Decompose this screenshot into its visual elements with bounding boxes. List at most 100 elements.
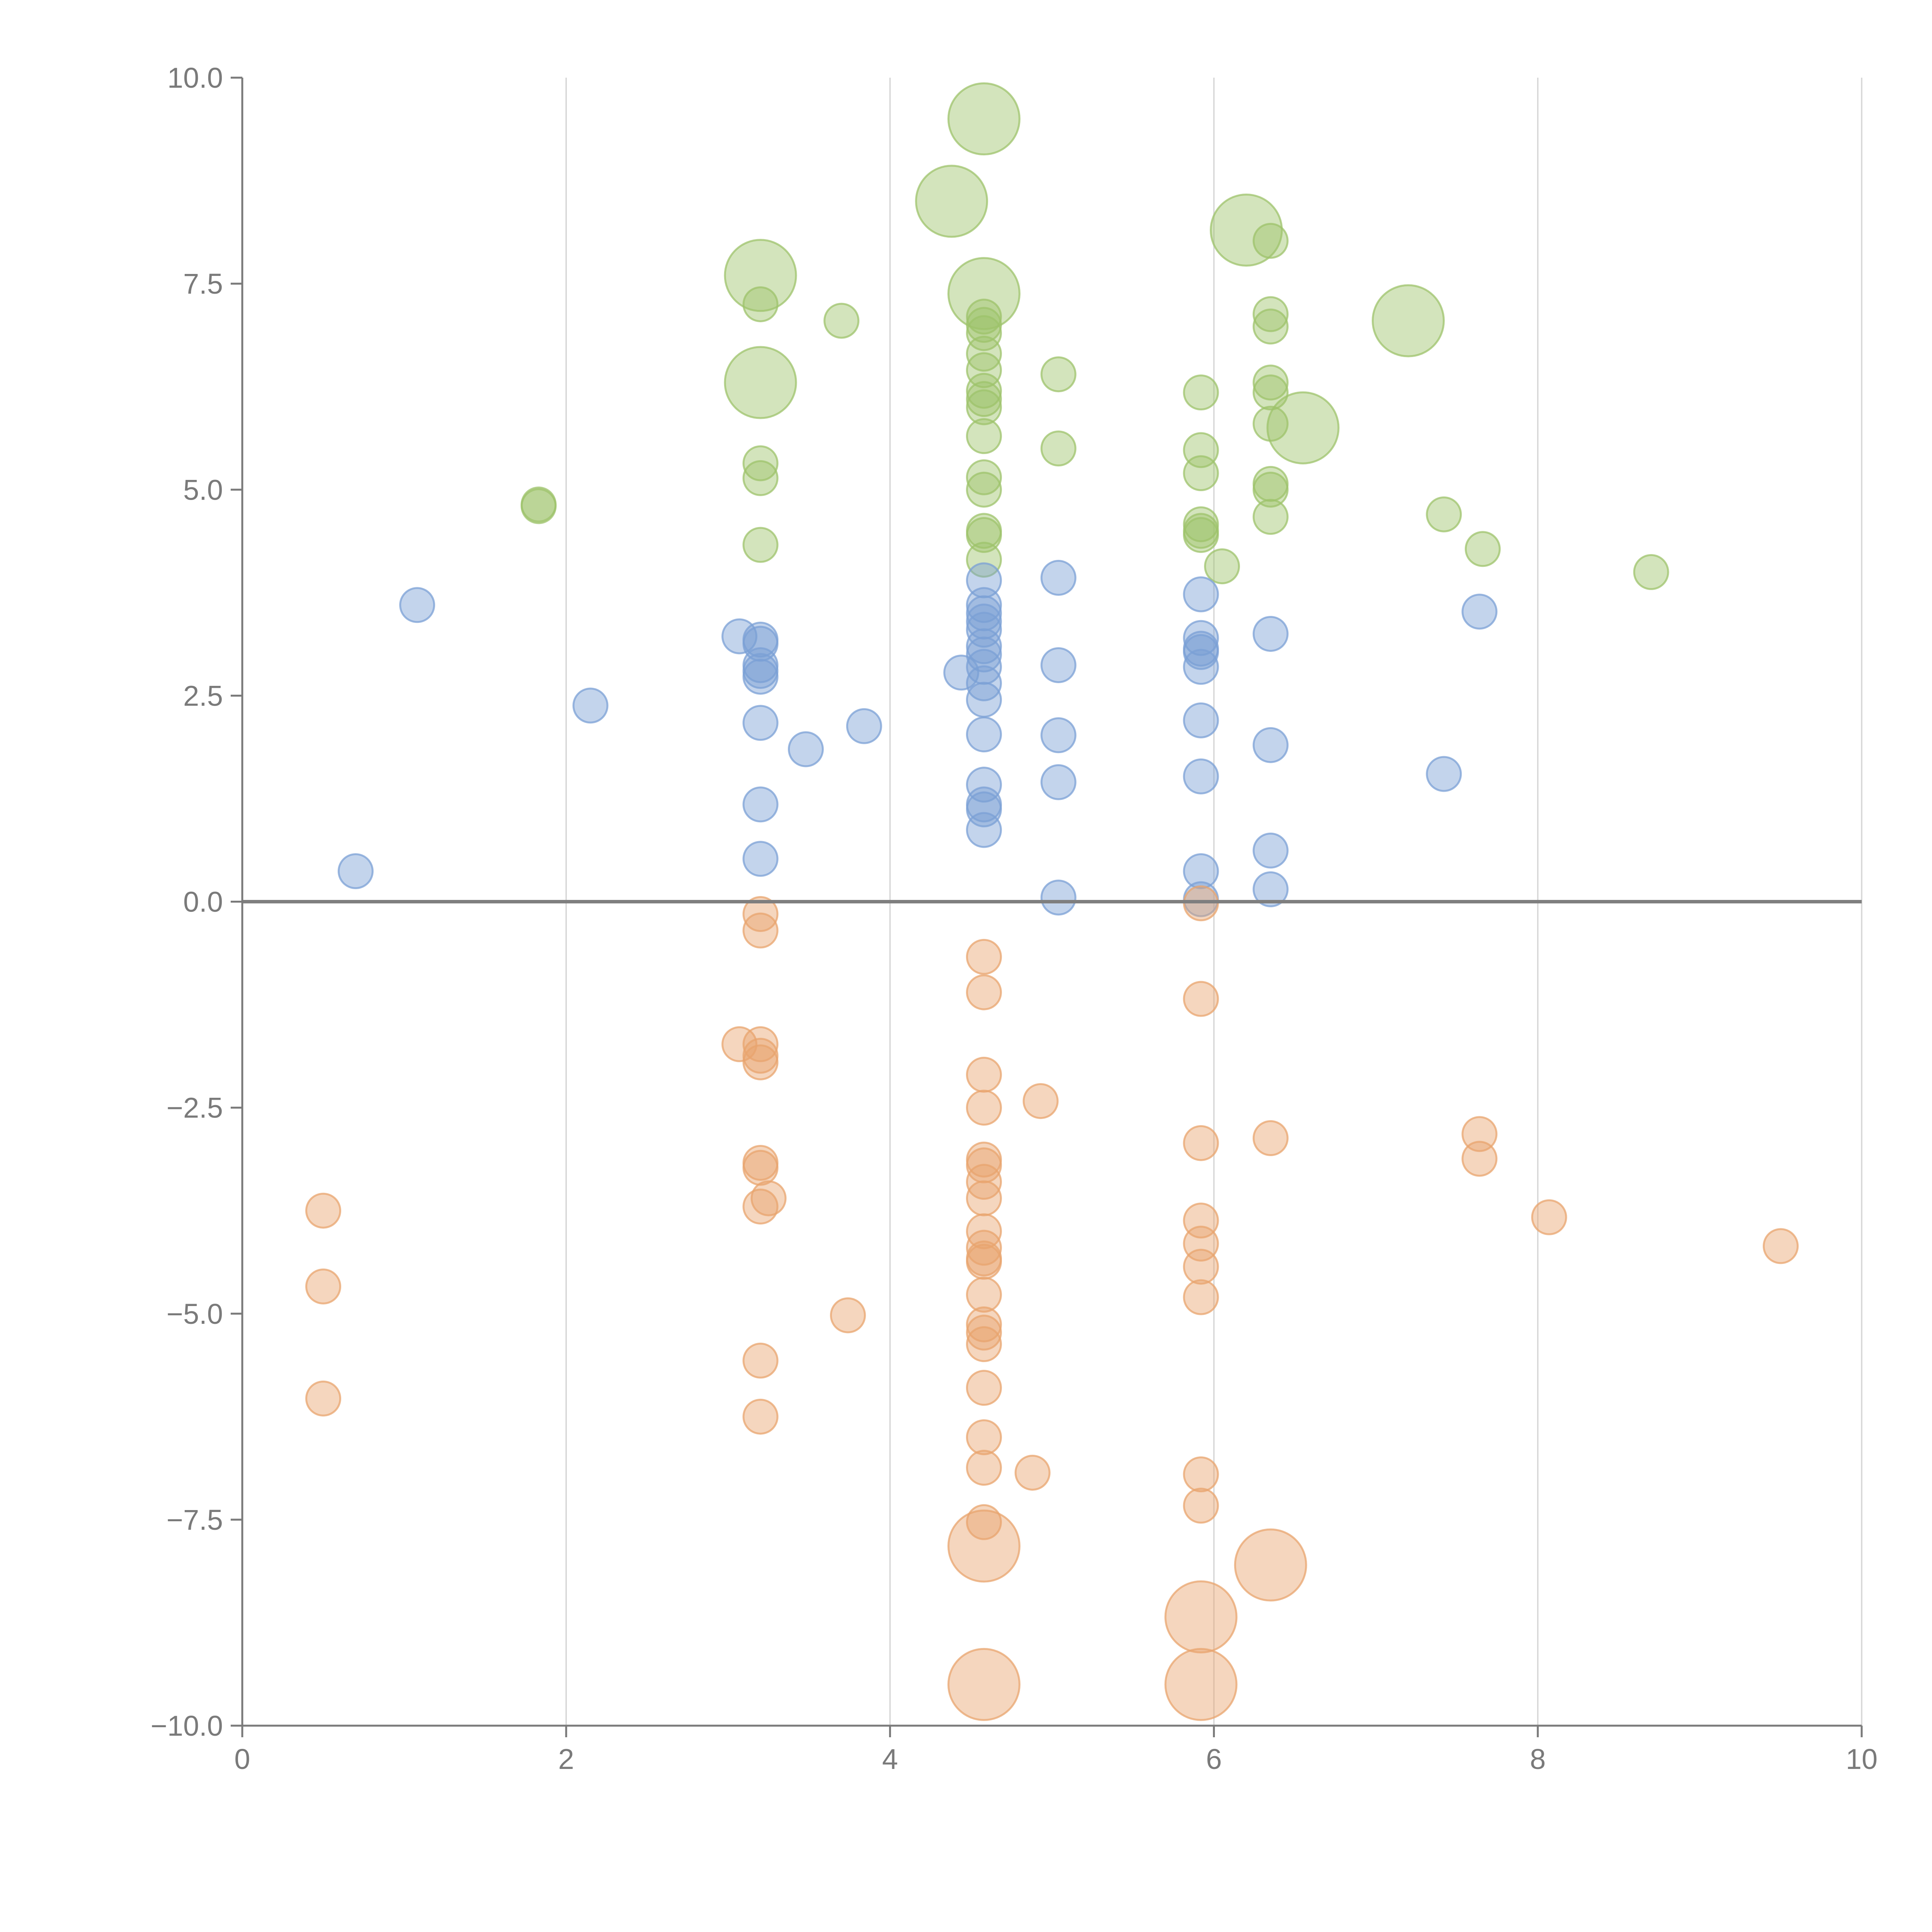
data-point bbox=[947, 257, 1020, 330]
data-point bbox=[1183, 758, 1219, 794]
data-point bbox=[1204, 548, 1240, 585]
data-point bbox=[1464, 531, 1501, 567]
data-point bbox=[742, 705, 779, 741]
data-point bbox=[1040, 430, 1077, 467]
data-point bbox=[742, 1026, 779, 1062]
data-point bbox=[1022, 1083, 1059, 1119]
data-point bbox=[966, 1180, 1002, 1216]
data-point bbox=[742, 626, 779, 662]
data-point bbox=[742, 445, 779, 481]
data-point bbox=[966, 974, 1002, 1010]
data-point bbox=[742, 1150, 779, 1186]
data-point bbox=[305, 1380, 342, 1417]
data-point bbox=[1234, 1528, 1307, 1602]
data-point bbox=[966, 542, 1002, 578]
data-point bbox=[742, 1398, 779, 1435]
data-point bbox=[520, 486, 557, 523]
data-point bbox=[1183, 981, 1219, 1017]
data-point bbox=[1040, 560, 1077, 596]
data-point bbox=[724, 239, 797, 312]
y-tick-label: 7.5 bbox=[183, 268, 223, 300]
data-point bbox=[399, 587, 435, 623]
data-point bbox=[966, 315, 1002, 351]
data-point bbox=[947, 82, 1020, 156]
data-point bbox=[966, 517, 1002, 553]
data-point bbox=[305, 1192, 342, 1229]
data-point bbox=[337, 853, 374, 889]
data-point bbox=[966, 767, 1002, 803]
data-point bbox=[742, 912, 779, 949]
data-point bbox=[572, 687, 609, 724]
data-point bbox=[966, 352, 1002, 388]
data-point bbox=[1633, 554, 1669, 590]
data-point bbox=[1461, 1141, 1498, 1177]
data-point bbox=[966, 1306, 1002, 1342]
data-point bbox=[966, 1230, 1002, 1266]
axes: −10.0 −7.5 −5.0 −2.5 0.0 2.5 5.0 7.5 10.0 0 2 4 6 8 10 bbox=[151, 62, 1878, 1775]
data-point bbox=[966, 1450, 1002, 1486]
data-point bbox=[966, 1315, 1002, 1351]
data-point bbox=[1040, 764, 1077, 800]
data-point bbox=[1252, 499, 1289, 535]
data-point bbox=[1164, 1648, 1238, 1721]
data-point bbox=[1183, 1488, 1219, 1524]
data-point bbox=[742, 841, 779, 877]
data-point bbox=[1183, 853, 1219, 889]
data-point bbox=[1040, 356, 1077, 393]
data-point bbox=[721, 1026, 758, 1062]
data-point bbox=[966, 628, 1002, 664]
data-point bbox=[966, 636, 1002, 673]
data-point bbox=[1461, 1116, 1498, 1152]
y-tick-label: −2.5 bbox=[167, 1092, 223, 1124]
data-point bbox=[915, 165, 988, 238]
data-points bbox=[305, 82, 1799, 1721]
data-point bbox=[742, 1342, 779, 1379]
data-point bbox=[1252, 296, 1289, 332]
y-tick-label: 10.0 bbox=[167, 62, 223, 94]
data-point bbox=[1183, 702, 1219, 738]
data-point bbox=[1183, 374, 1219, 411]
data-point bbox=[966, 1277, 1002, 1313]
data-point bbox=[1252, 364, 1289, 401]
data-point bbox=[305, 1268, 342, 1304]
data-point bbox=[1426, 496, 1462, 532]
data-point bbox=[1266, 391, 1340, 464]
data-point bbox=[1252, 871, 1289, 908]
data-point bbox=[966, 716, 1002, 753]
data-point bbox=[830, 1297, 866, 1333]
data-point bbox=[966, 791, 1002, 828]
data-point bbox=[966, 939, 1002, 975]
data-point bbox=[1762, 1228, 1799, 1264]
data-point bbox=[966, 603, 1002, 639]
data-point bbox=[947, 1509, 1020, 1583]
data-point bbox=[966, 1056, 1002, 1093]
data-point bbox=[1426, 756, 1462, 792]
data-point bbox=[742, 286, 779, 322]
data-point bbox=[966, 1090, 1002, 1126]
data-point bbox=[787, 731, 824, 767]
data-point bbox=[966, 682, 1002, 718]
data-point bbox=[1531, 1199, 1567, 1235]
data-point bbox=[1040, 647, 1077, 683]
y-tick-label: 0.0 bbox=[183, 886, 223, 918]
data-point bbox=[1183, 649, 1219, 685]
x-tick-label: 10 bbox=[1846, 1743, 1878, 1775]
data-point bbox=[1183, 1248, 1219, 1285]
data-point bbox=[966, 812, 1002, 848]
data-point bbox=[966, 471, 1002, 508]
data-point bbox=[966, 562, 1002, 599]
data-point bbox=[1252, 832, 1289, 869]
data-point bbox=[1252, 1120, 1289, 1156]
data-point bbox=[742, 1189, 779, 1225]
x-tick-label: 0 bbox=[234, 1743, 250, 1775]
data-point bbox=[1209, 194, 1283, 267]
data-point bbox=[966, 1326, 1002, 1362]
y-tick-label: 2.5 bbox=[183, 680, 223, 712]
data-point bbox=[1183, 1456, 1219, 1493]
data-point bbox=[1461, 594, 1498, 630]
y-tick-label: −7.5 bbox=[167, 1504, 223, 1536]
data-point bbox=[1183, 576, 1219, 612]
x-tick-label: 2 bbox=[558, 1743, 574, 1775]
data-point bbox=[966, 1504, 1002, 1540]
data-point bbox=[966, 418, 1002, 454]
